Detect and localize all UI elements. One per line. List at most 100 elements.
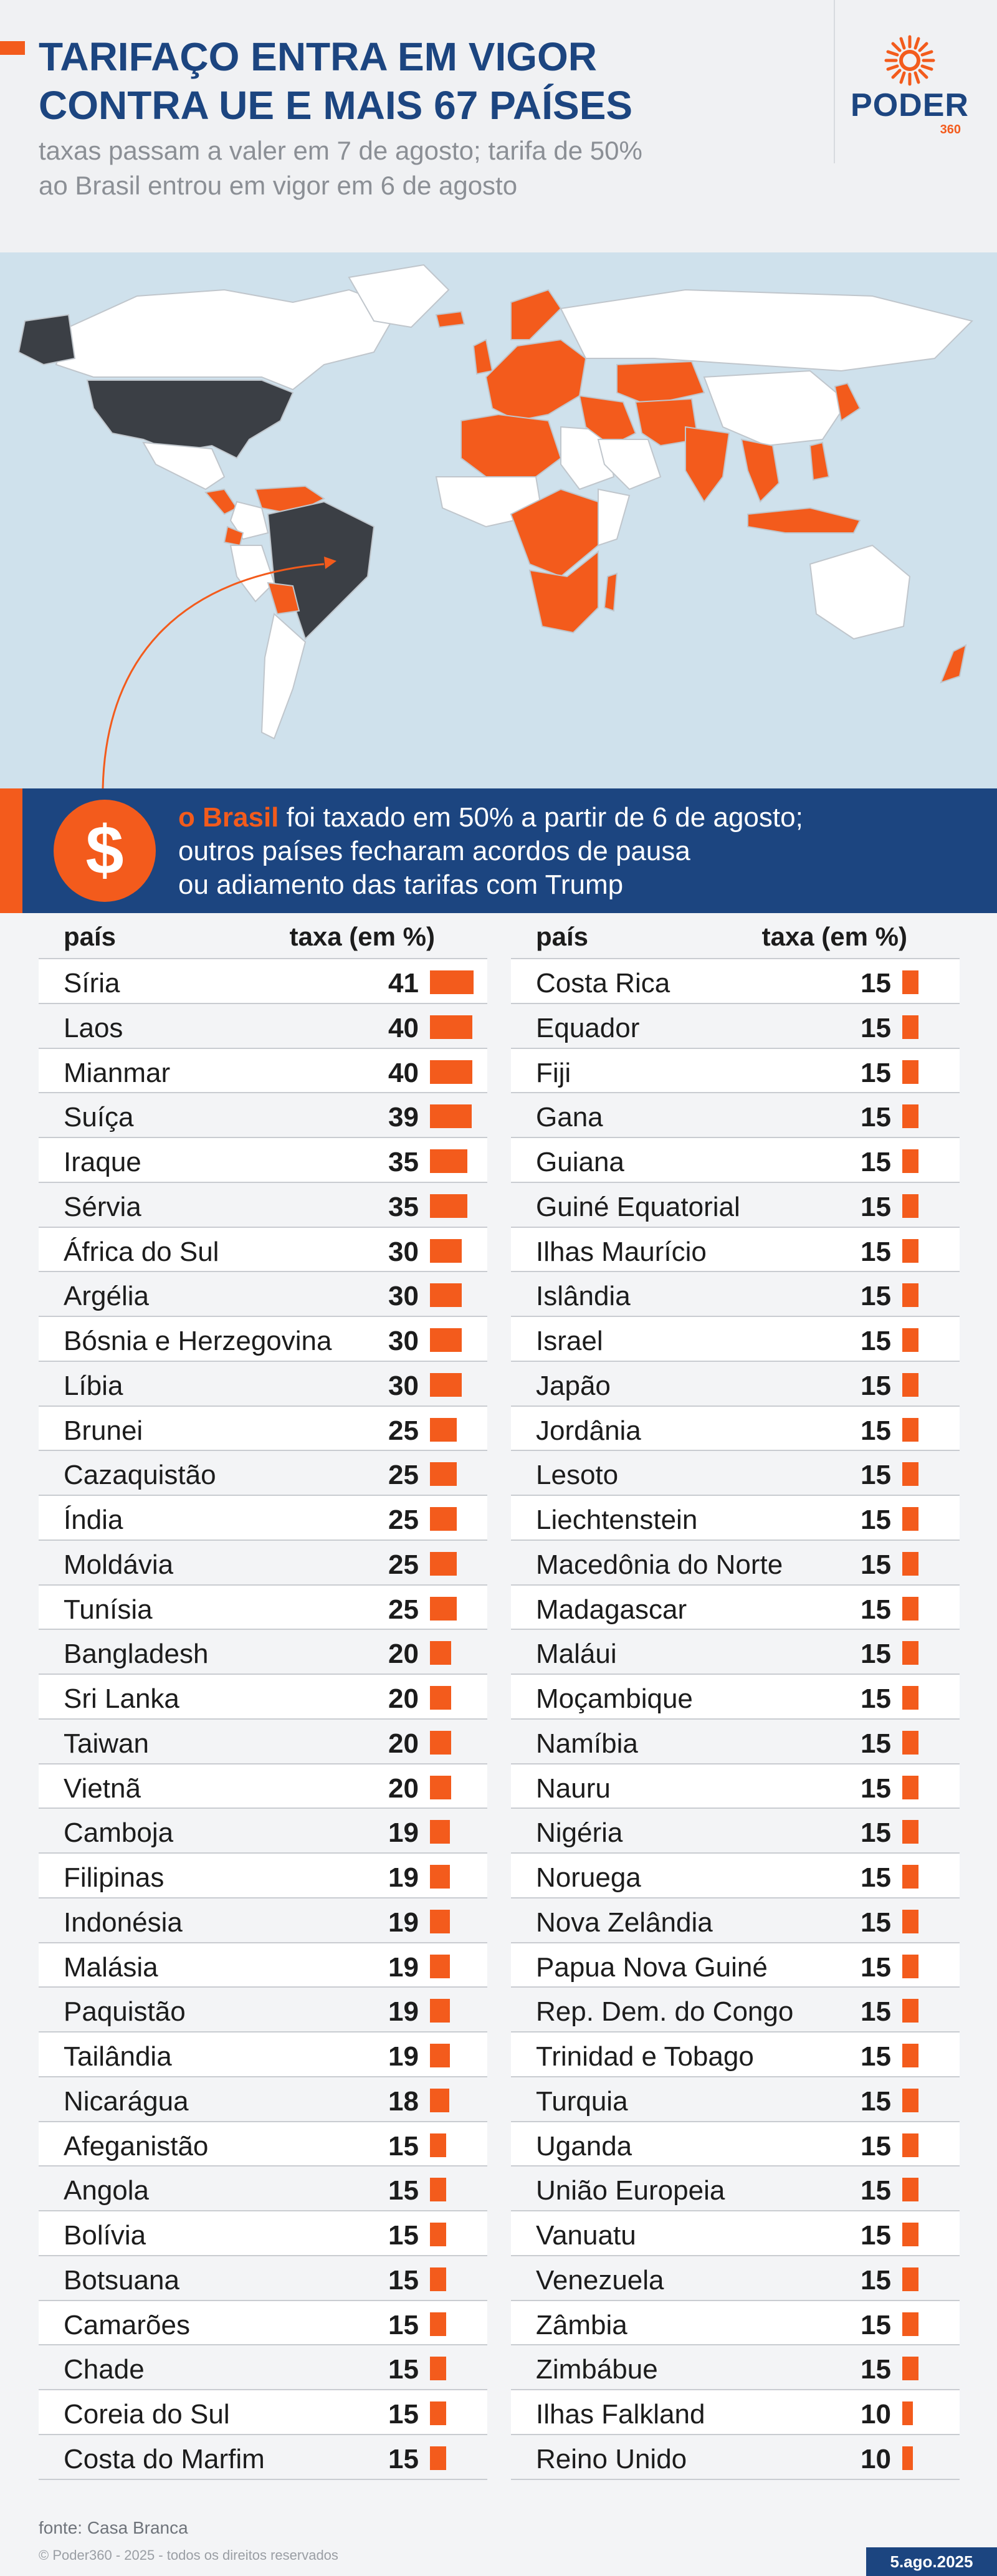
country-label: Guiné Equatorial [536,1191,740,1222]
country-label: Moldávia [64,1549,174,1580]
subtitle-line-1: taxas passam a valer em 7 de agosto; tar… [39,136,642,165]
rate-value: 19 [388,1951,419,1983]
country-label: Sérvia [64,1191,141,1222]
country-label: Filipinas [64,1862,165,1893]
rate-value: 15 [861,1460,891,1491]
rate-value: 20 [388,1683,419,1714]
map-china [703,370,849,447]
rate-value: 35 [388,1147,419,1177]
rate-value: 15 [861,1415,891,1446]
country-label: Equador [536,1012,640,1043]
rate-bar [902,2267,918,2291]
rate-value: 15 [861,1191,891,1222]
rate-bar [430,1596,457,1621]
rate-bar [902,1462,918,1487]
rate-value: 19 [388,1817,419,1849]
rate-bar [902,970,918,994]
country-label: Brunei [64,1415,143,1446]
map-taiwan-philippines [809,441,830,481]
rate-value: 40 [388,1057,419,1088]
rate-value: 15 [861,1907,891,1938]
map-iceland [435,310,465,328]
rate-bar [430,2312,446,2336]
table-row: Israel 15 [511,1317,960,1362]
country-label: Rep. Dem. do Congo [536,1996,794,2028]
logo-wordmark: PODER [851,87,969,123]
rate-bar [902,1551,918,1576]
rate-value: 15 [861,1549,891,1580]
rate-value: 19 [388,1862,419,1893]
country-label: Liechtenstein [536,1505,698,1535]
rate-bar [902,1015,918,1039]
header-country: país [64,922,117,951]
country-label: Coreia do Sul [64,2399,230,2430]
map-north-africa [460,413,562,477]
rate-bar [902,2312,918,2336]
table-row: Maláui 15 [511,1630,960,1675]
rate-value: 15 [861,1728,891,1759]
table-row: Liechtenstein 15 [511,1496,960,1541]
rate-bar [902,1194,918,1218]
world-map [0,252,997,788]
table-row: Camboja 19 [39,1809,487,1854]
rate-value: 15 [861,1773,891,1804]
rate-value: 10 [861,2443,891,2474]
rate-bar [430,1060,472,1084]
brasil-connector-line [102,563,325,788]
country-label: Vietnã [64,1773,141,1804]
map-alaska [17,314,76,366]
table-row: Costa Rica 15 [511,959,960,1004]
table-row: Suíça 39 [39,1093,487,1138]
country-label: Islândia [536,1281,631,1312]
header-rate: taxa (em %) [289,922,435,951]
country-label: Namíbia [536,1728,638,1759]
rate-value: 15 [861,1057,891,1088]
rate-bar [902,2223,918,2246]
map-eu [485,338,587,422]
banner-line-1-rest: foi taxado em 50% a partir de 6 de agost… [279,802,803,833]
logo-divider [834,0,835,163]
rate-bar [430,2357,446,2381]
rate-value: 15 [861,1281,891,1312]
header-rate: taxa (em %) [761,922,907,951]
banner-line-2: outros países fecharam acordos de pausa [178,836,690,866]
rate-bar [902,1820,918,1844]
table-row: Turquia 15 [511,2077,960,2122]
table-row: Bolívia 15 [39,2211,487,2256]
country-label: Macedônia do Norte [536,1549,783,1580]
map-arabia [597,439,662,491]
rate-bar [430,1283,462,1308]
table-header-right: país taxa (em %) [511,913,960,958]
table-row: Trinidad e Tobago 15 [511,2033,960,2077]
table-row: Ilhas Falkland 10 [511,2390,960,2435]
rate-bar [430,1999,450,2023]
rate-bar [902,1999,918,2023]
rate-bar [430,1462,457,1487]
rate-value: 30 [388,1236,419,1267]
rate-value: 20 [388,1773,419,1804]
table-rows-right: Costa Rica 15 Equador 15 Fiji 15 Gana 15 Guiana 1… [511,958,960,2480]
country-label: Mianmar [64,1057,171,1088]
map-australia [809,544,911,640]
table-row: Nicarágua 18 [39,2077,487,2122]
rate-bar [430,2223,446,2246]
rate-bar [430,2044,450,2067]
rate-value: 15 [861,2041,891,2072]
rate-bar [430,1820,450,1844]
table-row: Venezuela 15 [511,2256,960,2301]
table-row: Brunei 25 [39,1406,487,1452]
rate-bar [430,1507,457,1531]
rate-bar [430,1149,467,1173]
country-label: Nauru [536,1773,611,1804]
rate-bar [430,2088,449,2112]
country-label: Vanuatu [536,2220,636,2251]
rate-value: 15 [861,1370,891,1401]
map-southern-africa [528,550,599,634]
rate-value: 15 [861,2085,891,2117]
country-label: Jordânia [536,1415,641,1446]
rate-value: 15 [388,2130,419,2162]
map-east-africa [598,488,631,547]
table-row: Malásia 19 [39,1943,487,1988]
table-row: Moldávia 25 [39,1540,487,1586]
rate-bar [902,1641,918,1665]
